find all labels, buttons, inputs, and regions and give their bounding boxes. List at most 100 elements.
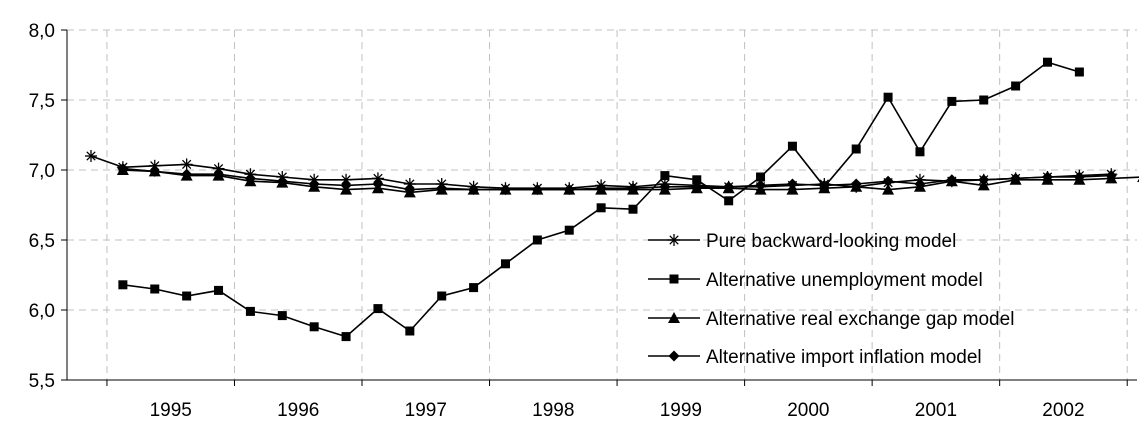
x-tick-label: 1998 <box>532 400 574 421</box>
legend-label: Alternative import inflation model <box>706 347 982 368</box>
data-point <box>627 182 639 194</box>
data-point <box>668 350 680 362</box>
data-point <box>692 175 702 185</box>
data-point <box>468 184 480 196</box>
data-point <box>947 96 957 106</box>
x-axis-ticks: 199519961997199819992000200120022003 <box>150 400 1085 421</box>
y-tick-label: 5,5 <box>29 371 55 392</box>
data-point <box>723 181 735 193</box>
data-point <box>786 178 798 190</box>
data-point <box>755 179 767 191</box>
data-point <box>1010 172 1022 184</box>
data-point <box>244 172 256 184</box>
data-point <box>724 196 734 206</box>
data-point <box>532 235 542 245</box>
data-point <box>882 183 895 195</box>
series-group <box>85 57 1139 342</box>
data-point <box>181 168 193 180</box>
data-point <box>373 304 383 314</box>
data-point <box>628 204 638 214</box>
data-point <box>149 165 161 177</box>
legend-item: Alternative import inflation model <box>648 347 982 368</box>
data-point <box>978 174 990 186</box>
data-point <box>787 141 797 151</box>
x-tick-label: 2002 <box>1042 400 1084 421</box>
data-point <box>1042 57 1052 67</box>
series-diamond <box>117 163 1117 196</box>
series-line <box>122 167 1112 191</box>
data-point <box>1105 170 1117 182</box>
data-point <box>660 171 670 181</box>
data-point <box>340 179 352 191</box>
data-point <box>668 234 680 246</box>
data-point <box>308 178 320 190</box>
data-point <box>531 184 543 196</box>
data-point <box>564 225 574 235</box>
data-point <box>371 172 384 185</box>
data-point <box>850 178 862 190</box>
data-point <box>914 178 926 190</box>
data-point <box>212 162 225 175</box>
data-point <box>85 150 97 162</box>
data-point <box>182 291 192 301</box>
data-point <box>404 184 416 196</box>
data-point <box>436 182 448 194</box>
data-point <box>500 259 510 269</box>
y-tick-label: 7,0 <box>29 161 55 182</box>
axes <box>61 29 1137 386</box>
data-point <box>883 92 893 102</box>
data-point <box>469 283 479 293</box>
series-line <box>122 61 1080 338</box>
data-point <box>882 175 894 187</box>
data-point <box>341 332 351 342</box>
data-point <box>691 181 703 193</box>
x-tick-label: 1997 <box>405 400 447 421</box>
data-point <box>659 181 671 193</box>
legend-item: Pure backward-looking model <box>648 231 956 252</box>
legend-item: Alternative unemployment model <box>648 270 983 291</box>
x-tick-label: 1999 <box>660 400 702 421</box>
data-point <box>117 163 129 175</box>
y-tick-label: 6,5 <box>29 231 55 252</box>
data-point <box>372 178 384 190</box>
y-tick-label: 6,0 <box>29 301 55 322</box>
x-tick-label: 2001 <box>915 400 957 421</box>
y-axis-ticks: 5,5 6,0 6,5 7,0 7,5 8,0 <box>29 21 55 392</box>
data-point <box>756 172 766 182</box>
data-point <box>118 280 128 290</box>
data-point <box>1011 81 1021 91</box>
data-point <box>499 184 511 196</box>
data-point <box>276 175 288 187</box>
data-point <box>405 326 415 336</box>
legend-label: Alternative real exchange gap model <box>706 309 1014 330</box>
x-tick-label: 2000 <box>787 400 829 421</box>
y-tick-label: 8,0 <box>29 21 55 42</box>
data-point <box>946 174 958 186</box>
data-point <box>245 306 255 316</box>
data-point <box>1074 67 1084 77</box>
data-point <box>1073 171 1085 183</box>
data-point <box>595 182 607 194</box>
legend-label: Alternative unemployment model <box>706 270 983 291</box>
data-point <box>669 274 679 284</box>
data-point <box>1041 171 1053 183</box>
data-point <box>915 147 925 157</box>
data-point <box>213 168 225 180</box>
data-point <box>818 179 830 191</box>
y-tick-label: 7,5 <box>29 91 55 112</box>
legend-item: Alternative real exchange gap model <box>648 309 1014 330</box>
data-point <box>851 144 861 154</box>
data-point <box>180 158 193 171</box>
data-point <box>309 322 319 332</box>
data-point <box>150 284 160 294</box>
data-point <box>214 285 224 295</box>
legend-label: Pure backward-looking model <box>706 231 956 252</box>
data-point <box>277 311 287 321</box>
x-tick-label: 1995 <box>150 400 192 421</box>
data-point <box>596 203 606 213</box>
data-point <box>668 312 680 323</box>
data-point <box>979 95 989 105</box>
x-tick-label: 1996 <box>277 400 319 421</box>
legend: Pure backward-looking model Alternative u… <box>648 231 1014 368</box>
